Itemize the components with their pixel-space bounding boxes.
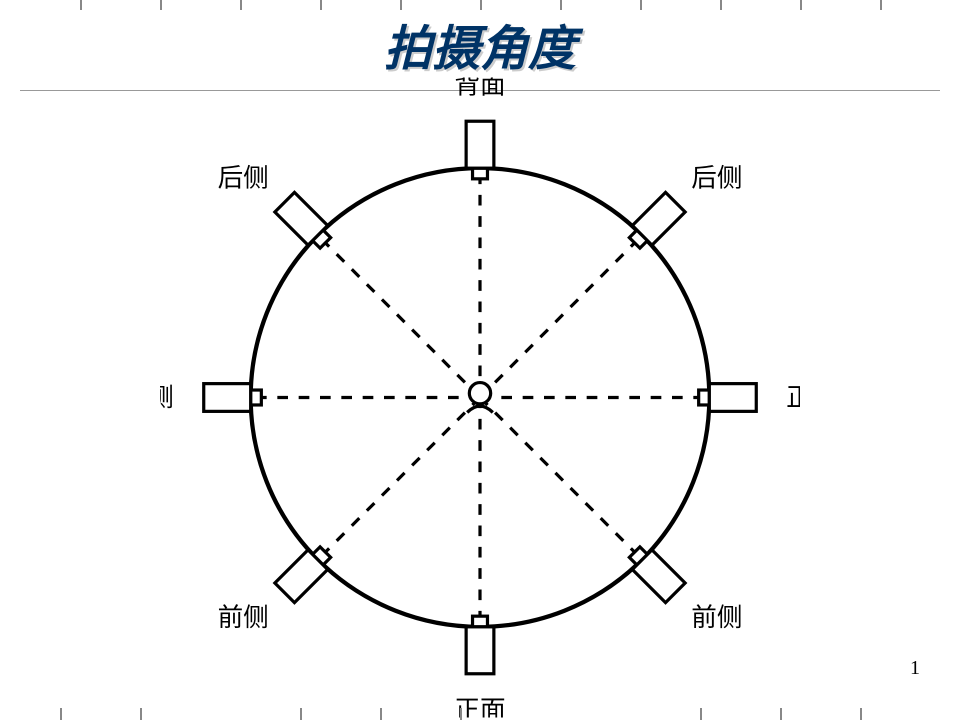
radial-line (480, 398, 642, 560)
camera-label: 正侧 (160, 383, 174, 412)
page-title: 拍摄角度 (384, 23, 576, 76)
camera-icon (275, 192, 335, 252)
page-number: 1 (910, 657, 920, 680)
subject-shoulders (467, 406, 493, 412)
camera-label: 背面 (454, 78, 505, 100)
radial-line (318, 398, 480, 560)
diagram-svg: 背面后侧正侧前侧正面前侧正侧后侧 (160, 78, 800, 718)
camera-icon (275, 542, 335, 602)
camera-icon (625, 192, 685, 252)
top-ruler-ticks (0, 0, 960, 10)
camera-icon (625, 542, 685, 602)
camera-label: 前侧 (691, 603, 742, 632)
subject-head (469, 383, 490, 404)
radial-line (318, 235, 480, 397)
camera-label: 前侧 (218, 603, 269, 632)
radial-line (480, 235, 642, 397)
camera-angle-diagram: 背面后侧正侧前侧正面前侧正侧后侧 (160, 78, 800, 720)
camera-label: 后侧 (218, 163, 269, 192)
camera-label: 后侧 (691, 163, 742, 192)
camera-label: 正侧 (786, 383, 800, 412)
bottom-ruler-ticks (0, 708, 960, 720)
